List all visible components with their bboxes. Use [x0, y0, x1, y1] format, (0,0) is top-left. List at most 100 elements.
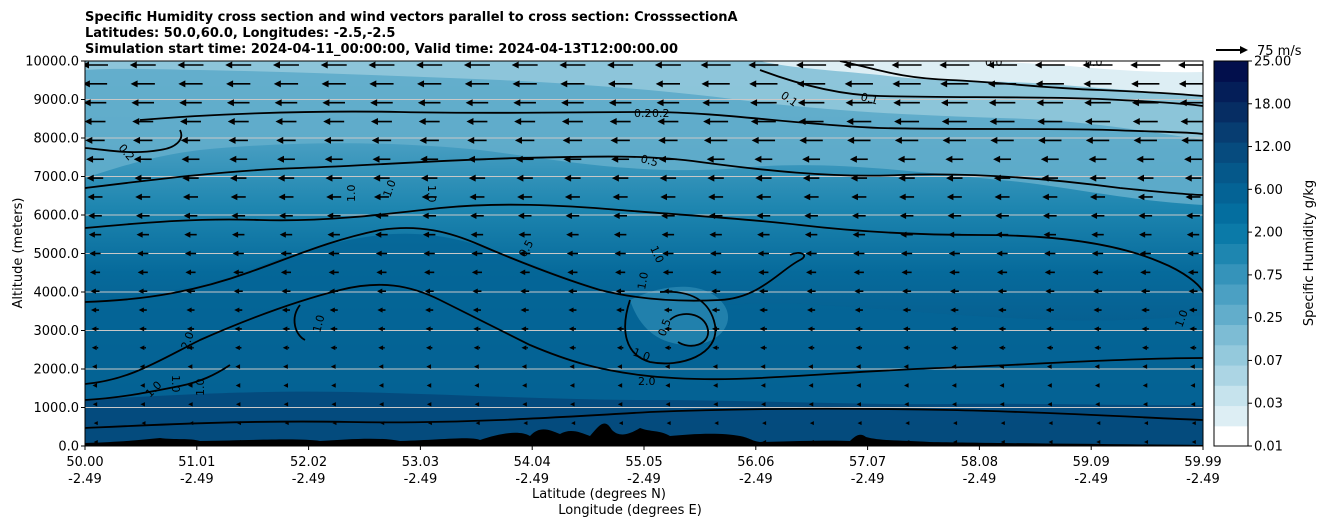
wind-arrow — [324, 155, 343, 163]
wind-arrow — [86, 155, 104, 163]
wind-arrow — [233, 269, 244, 276]
contour-1.0-small-left — [293, 304, 306, 341]
wind-arrow — [1140, 269, 1151, 276]
wind-arrow — [565, 212, 580, 219]
wind-arrow — [995, 212, 1009, 219]
wind-arrow — [1094, 383, 1100, 388]
colorbar-band — [1214, 324, 1248, 346]
wind-arrow — [419, 136, 439, 144]
wind-arrow — [470, 212, 484, 219]
contour-label-0.5-c: 0.5 — [656, 317, 674, 338]
wind-arrow — [232, 250, 244, 257]
wind-arrow — [761, 402, 766, 407]
wind-arrow — [1092, 269, 1103, 276]
wind-arrow — [711, 288, 721, 294]
wind-arrow — [989, 118, 1015, 126]
wind-arrow — [420, 174, 438, 182]
wind-arrow — [331, 402, 336, 407]
wind-arrow — [988, 99, 1016, 107]
wind-arrow — [607, 61, 634, 69]
wind-arrow — [607, 80, 633, 88]
wind-arrow — [187, 364, 193, 369]
wind-arrow — [374, 212, 389, 219]
wind-arrow — [132, 118, 154, 126]
wind-arrow — [139, 345, 146, 351]
x-tick-label-lon: -2.49 — [851, 472, 885, 487]
contour-label-2.0-a: 2.0 — [638, 375, 656, 388]
wind-arrow — [847, 136, 871, 144]
x-tick-label-lon: -2.49 — [68, 472, 102, 487]
wind-arrow — [941, 99, 968, 107]
wind-arrow — [475, 439, 480, 445]
wind-arrow — [1094, 345, 1101, 351]
wind-arrow — [807, 345, 815, 351]
wind-arrow — [138, 288, 148, 294]
wind-arrow — [950, 307, 959, 313]
wind-arrow — [851, 212, 866, 219]
wind-arrow — [762, 421, 767, 426]
wind-arrow — [803, 193, 819, 201]
wind-arrow — [608, 99, 632, 107]
wind-arrow — [713, 383, 718, 388]
wind-arrow — [661, 231, 675, 238]
wind-arrow — [1186, 212, 1200, 219]
wind-arrow — [473, 345, 481, 351]
wind-arrow — [1046, 345, 1053, 351]
wind-arrow — [177, 61, 204, 69]
x-tick-label-lat: 51.01 — [178, 455, 215, 470]
wind-arrow — [1187, 269, 1199, 276]
wind-arrow — [894, 118, 920, 126]
wind-arrow — [235, 402, 241, 407]
wind-arrow — [278, 193, 294, 201]
contour-label-1.0-i: 1.0 — [169, 375, 182, 393]
wind-arrow — [325, 174, 342, 182]
x-tick-label-lon: -2.49 — [1186, 472, 1220, 487]
colorbar-tick-label: 6.00 — [1254, 183, 1283, 198]
wind-arrow — [854, 307, 863, 313]
wind-arrow — [178, 80, 203, 88]
wind-arrow — [139, 364, 145, 369]
x-tick-label-lat: 50.00 — [66, 455, 103, 470]
quiver-key: 75 m/s — [1216, 44, 1302, 59]
wind-arrow — [180, 136, 201, 144]
wind-arrow — [654, 61, 681, 69]
wind-arrow — [463, 61, 490, 69]
wind-arrow — [946, 174, 963, 182]
wind-arrow — [855, 326, 863, 332]
wind-arrow — [272, 61, 299, 69]
wind-arrow — [707, 174, 724, 182]
wind-arrow — [666, 439, 671, 445]
wind-arrow — [856, 383, 861, 388]
wind-arrow — [92, 364, 97, 369]
wind-arrow — [329, 288, 339, 294]
wind-arrow — [1188, 288, 1198, 294]
wind-arrow — [229, 155, 248, 163]
wind-arrow — [564, 174, 581, 182]
wind-arrow — [951, 364, 957, 369]
wind-arrow — [370, 99, 393, 107]
wind-arrow — [522, 383, 527, 388]
wind-arrow — [618, 439, 623, 445]
contour-label-0.2-a: 0.2 — [634, 107, 652, 120]
wind-arrow — [902, 307, 911, 313]
wind-arrow — [321, 80, 346, 88]
wind-arrow — [1082, 61, 1113, 69]
wind-arrow — [375, 231, 388, 238]
colorbar-band — [1214, 142, 1248, 163]
wind-arrow — [130, 80, 155, 88]
wind-arrow — [1047, 402, 1052, 407]
wind-arrow — [561, 118, 583, 126]
x-tick-label-lon: -2.49 — [180, 472, 214, 487]
wind-arrow — [564, 193, 580, 201]
wind-arrow — [845, 99, 873, 107]
wind-arrow — [523, 439, 528, 445]
wind-arrow — [520, 307, 529, 313]
wind-arrow — [855, 345, 863, 351]
wind-arrow — [189, 439, 194, 445]
wind-arrow — [1132, 118, 1158, 126]
wind-arrow — [709, 250, 722, 257]
y-axis: 0.0 1000.0 2000.0 3000.0 4000.0 5000.0 6000.0 7… — [25, 55, 85, 455]
wind-arrow — [1178, 80, 1203, 88]
wind-arrow — [230, 193, 246, 201]
wind-arrow — [660, 193, 676, 201]
